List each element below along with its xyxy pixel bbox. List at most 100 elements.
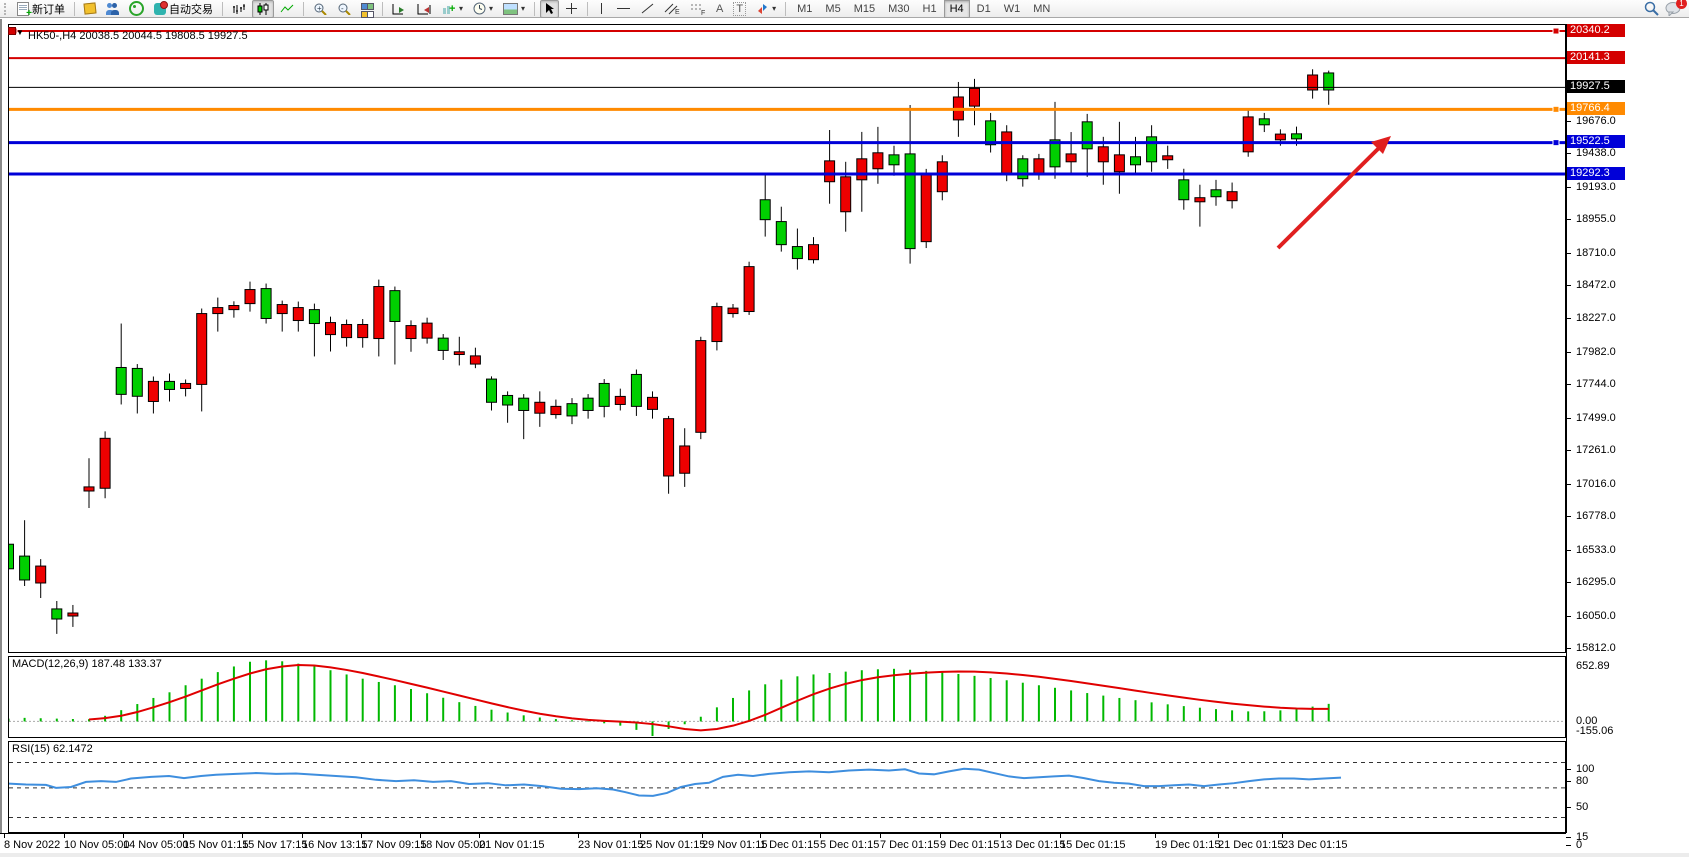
candle-up xyxy=(582,397,594,411)
time-axis[interactable]: 8 Nov 2022 10 Nov 05:00 14 Nov 05:00 15 Nov… xyxy=(0,833,1566,854)
cube-icon xyxy=(83,2,97,15)
timeframe-m30[interactable]: M30 xyxy=(888,2,910,15)
price-tick xyxy=(1566,648,1571,650)
timeframe-m5[interactable]: M5 xyxy=(825,2,841,15)
candle-up xyxy=(164,380,175,390)
crosshair-tool-button[interactable] xyxy=(561,0,582,18)
line-handle[interactable] xyxy=(1552,139,1560,147)
zoom-out-button[interactable]: - xyxy=(333,0,355,18)
time-label: 21 Nov 01:15 xyxy=(479,839,545,851)
timeframe-m15[interactable]: M15 xyxy=(853,2,876,15)
vertical-line-button[interactable] xyxy=(593,0,610,18)
candle-down xyxy=(647,396,658,410)
main-chart-pane[interactable] xyxy=(8,24,1566,653)
macd-pane[interactable] xyxy=(8,656,1566,738)
time-tick xyxy=(578,834,579,838)
time-tick xyxy=(1155,834,1156,838)
bar-chart-icon xyxy=(233,3,245,14)
timeframe-h1[interactable]: H1 xyxy=(922,2,937,15)
candle-up xyxy=(1081,121,1093,150)
signals-button[interactable] xyxy=(125,0,148,18)
price-tick-label: 19193.0 xyxy=(1576,180,1616,193)
candle-down xyxy=(1065,153,1077,163)
periods-button[interactable]: ▾ xyxy=(469,0,497,18)
candle-down xyxy=(180,382,192,389)
candle-down xyxy=(856,158,868,181)
candle-down xyxy=(453,351,465,356)
hline-left-handle[interactable] xyxy=(8,27,16,35)
notifications-button[interactable]: 1 xyxy=(1665,0,1687,16)
candle-up xyxy=(759,199,771,221)
fibonacci-button[interactable]: F xyxy=(686,0,710,18)
price-line-label: 19927.5 xyxy=(1567,79,1625,93)
candle-up xyxy=(566,403,578,417)
candle-down xyxy=(663,418,675,477)
timeframe-group: M1 M5 M15 M30 H1 H4 D1 W1 MN xyxy=(791,0,1056,18)
price-tick xyxy=(1566,384,1571,386)
candle-down xyxy=(276,304,288,315)
history-center-button[interactable] xyxy=(80,0,100,18)
trend-arrow[interactable] xyxy=(1276,140,1387,250)
horizontal-line-button[interactable] xyxy=(612,0,635,18)
auto-scroll-button[interactable] xyxy=(388,0,411,18)
shapes-button[interactable]: ▾ xyxy=(752,0,780,18)
search-icon[interactable] xyxy=(1644,1,1659,16)
price-tick-label: 16050.0 xyxy=(1576,609,1616,622)
time-label: 23 Nov 01:15 xyxy=(578,839,644,851)
timeframe-mn[interactable]: MN xyxy=(1033,2,1051,15)
autotrade-label: 自动交易 xyxy=(169,3,213,16)
window-left-edge xyxy=(0,19,2,857)
rsi-line xyxy=(9,767,1342,797)
candle-up xyxy=(1291,133,1302,140)
new-order-button[interactable]: + 新订单 xyxy=(13,0,69,18)
line-handle[interactable] xyxy=(1552,105,1560,113)
candlestick-chart-button[interactable] xyxy=(252,0,274,18)
toolbar-grip xyxy=(4,2,9,15)
autotrade-icon xyxy=(154,0,168,15)
candle-up xyxy=(1258,118,1270,126)
templates-button[interactable]: ▾ xyxy=(499,0,529,18)
autotrade-button[interactable]: 自动交易 xyxy=(150,0,217,18)
time-label: 7 Dec 01:15 xyxy=(880,839,940,851)
price-tick-label: 18227.0 xyxy=(1576,312,1616,325)
trendline-button[interactable] xyxy=(637,0,658,18)
timeframe-m1[interactable]: M1 xyxy=(797,2,813,15)
candle-up xyxy=(630,373,642,407)
contacts-button[interactable] xyxy=(102,0,123,18)
line-chart-button[interactable] xyxy=(276,0,298,18)
horizontal-line-icon xyxy=(617,8,631,9)
add-indicator-button[interactable]: + ▾ xyxy=(438,0,467,18)
rsi-pane[interactable] xyxy=(8,741,1566,833)
crosshair-icon xyxy=(566,3,578,14)
price-line-label: 20141.3 xyxy=(1567,50,1625,64)
timeframe-h4[interactable]: H4 xyxy=(943,0,970,18)
candle-down xyxy=(67,612,79,617)
price-line-label: 19522.5 xyxy=(1567,135,1625,149)
candle-up xyxy=(518,397,530,411)
time-label: 23 Dec 01:15 xyxy=(1282,839,1348,851)
timeframe-d1[interactable]: D1 xyxy=(976,2,991,15)
price-tick-label: 18472.0 xyxy=(1576,278,1616,291)
zoom-in-button[interactable]: + xyxy=(309,0,331,18)
channel-button[interactable]: E xyxy=(660,0,684,18)
time-tick xyxy=(420,834,421,838)
cursor-tool-button[interactable] xyxy=(540,0,560,18)
toolbar: + 新订单 自动交易 + - + ▾ ▾ ▾ E F A T xyxy=(0,0,1689,18)
time-label: 19 Dec 01:15 xyxy=(1155,839,1221,851)
time-label: 25 Nov 01:15 xyxy=(640,839,706,851)
text-tool-button[interactable]: A xyxy=(712,0,727,18)
candle-down xyxy=(147,380,159,402)
line-chart-icon xyxy=(280,4,294,12)
svg-text:+: + xyxy=(317,4,322,13)
timeframe-w1[interactable]: W1 xyxy=(1003,2,1021,15)
chart-shift-button[interactable] xyxy=(413,0,436,18)
candle-up xyxy=(904,153,916,250)
chart-menu-arrow-icon[interactable]: ▼ xyxy=(16,28,24,37)
label-tool-button[interactable]: T xyxy=(729,0,750,18)
time-label: 15 Nov 01:15 xyxy=(183,839,249,851)
candle-down xyxy=(1194,197,1206,203)
tile-windows-button[interactable] xyxy=(357,0,377,18)
bar-chart-button[interactable] xyxy=(228,0,250,18)
candle-up xyxy=(51,608,63,620)
line-handle[interactable] xyxy=(1552,27,1560,35)
